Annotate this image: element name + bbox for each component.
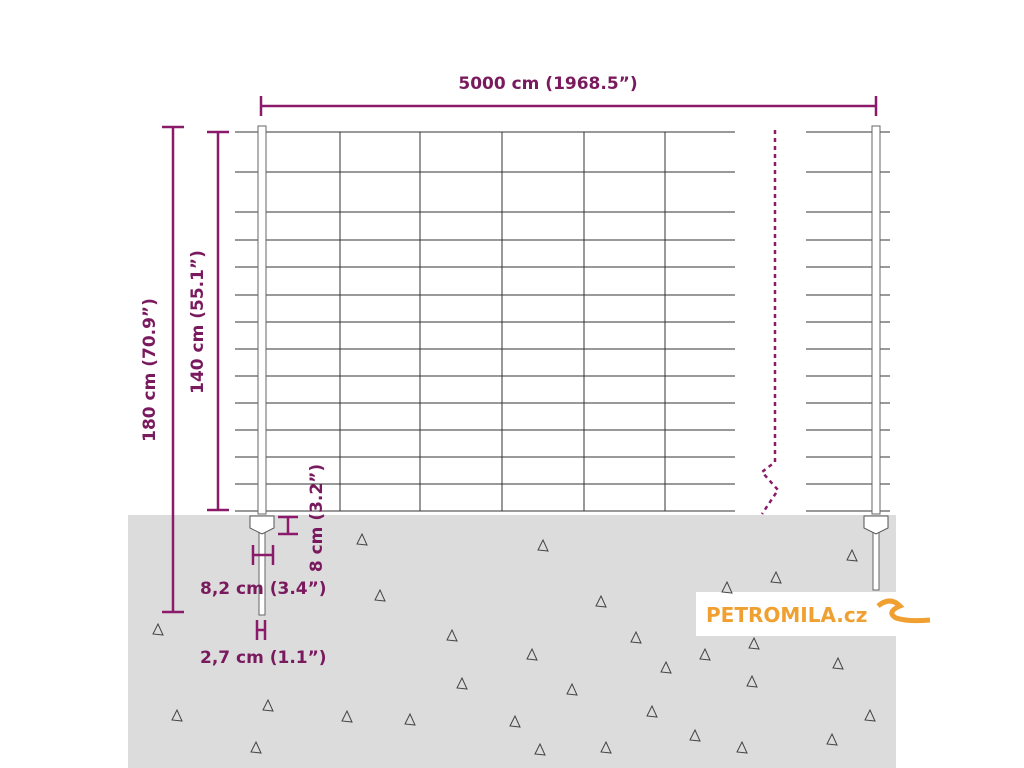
dimension-line xyxy=(278,515,298,536)
dimension-line xyxy=(251,545,275,565)
logo-mark xyxy=(876,598,931,624)
gravel xyxy=(595,594,607,608)
gravel xyxy=(748,636,760,650)
break-line xyxy=(760,130,780,515)
gravel xyxy=(152,622,164,636)
post-base xyxy=(258,529,266,616)
gravel xyxy=(660,660,672,674)
length-label: 5000 cm (1968.5”) xyxy=(458,74,637,94)
gravel xyxy=(770,570,782,584)
gravel xyxy=(826,732,838,746)
base-plate xyxy=(249,515,275,535)
base-plate xyxy=(863,515,889,535)
gravel xyxy=(864,708,876,722)
gravel xyxy=(250,740,262,754)
gravel xyxy=(832,656,844,670)
fence xyxy=(235,131,890,512)
gravel xyxy=(341,709,353,723)
ground xyxy=(128,515,896,768)
gravel xyxy=(537,538,549,552)
gravel xyxy=(689,728,701,742)
gravel xyxy=(721,580,733,594)
post-base xyxy=(872,529,880,591)
gravel xyxy=(534,742,546,756)
gravel xyxy=(171,708,183,722)
gravel xyxy=(736,740,748,754)
gravel xyxy=(262,698,274,712)
dimension-line xyxy=(259,96,878,116)
fence-height-label: 140 cm (55.1”) xyxy=(188,250,208,394)
logo-box xyxy=(696,592,936,636)
dimension-line xyxy=(162,125,184,614)
gravel xyxy=(374,588,386,602)
dimension-line xyxy=(207,130,229,512)
plate-width-label: 8,2 cm (3.4”) xyxy=(200,579,327,599)
gravel xyxy=(356,532,368,546)
post xyxy=(257,125,267,515)
gravel xyxy=(699,647,711,661)
gravel xyxy=(509,714,521,728)
gravel xyxy=(630,630,642,644)
post xyxy=(871,125,881,515)
post-height-label: 180 cm (70.9”) xyxy=(140,298,160,442)
gravel xyxy=(846,548,858,562)
post-width-label: 2,7 cm (1.1”) xyxy=(200,648,327,668)
gravel xyxy=(646,704,658,718)
gravel xyxy=(746,674,758,688)
gravel xyxy=(600,740,612,754)
gravel xyxy=(404,712,416,726)
logo: PETROMILA.cz xyxy=(706,603,867,627)
dimension-line xyxy=(255,620,267,640)
gravel xyxy=(446,628,458,642)
gravel xyxy=(526,647,538,661)
gravel xyxy=(456,676,468,690)
plate-height-label: 8 cm (3.2”) xyxy=(307,464,327,572)
gravel xyxy=(566,682,578,696)
